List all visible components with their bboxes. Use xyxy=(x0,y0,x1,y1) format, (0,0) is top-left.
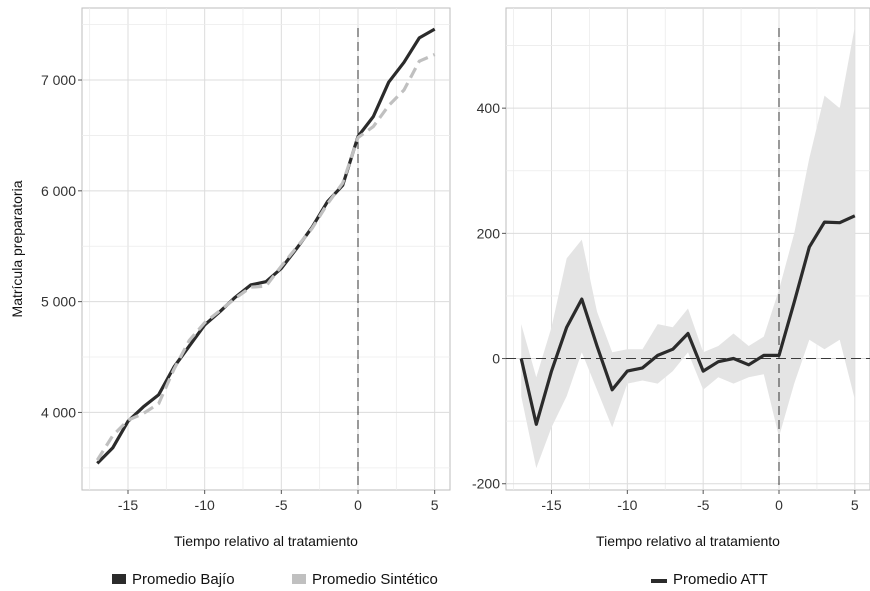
x-axis-title-right: Tiempo relativo al tratamiento xyxy=(596,533,780,549)
x-axis-title-left: Tiempo relativo al tratamiento xyxy=(174,533,358,549)
y-ticks-right: -200 0 200 400 xyxy=(472,100,506,492)
y-ticks-left: 4 000 5 000 6 000 7 000 xyxy=(41,72,82,420)
x-tick-label: -5 xyxy=(697,497,710,513)
x-tick-label: -15 xyxy=(118,497,138,513)
legend-label-bajio: Promedio Bajío xyxy=(132,571,235,588)
series-line-promedio-att xyxy=(519,214,856,426)
x-tick-label: 5 xyxy=(851,497,859,513)
confidence-band-area xyxy=(521,26,855,469)
y-tick-label: -200 xyxy=(472,476,500,492)
y-tick-label: 400 xyxy=(477,100,501,116)
y-tick-label: 5 000 xyxy=(41,294,76,310)
legend-left: Promedio Bajío Promedio Sintético xyxy=(112,571,438,588)
y-tick-label: 200 xyxy=(477,225,501,241)
panel-enrollment: 4 000 5 000 6 000 7 000 -15 -10 -5 0 5 Tiempo r… xyxy=(9,7,451,549)
y-tick-label: 6 000 xyxy=(41,183,76,199)
x-tick-label: 0 xyxy=(775,497,783,513)
legend-label-att: Promedio ATT xyxy=(673,571,768,588)
legend-swatch-sintetico xyxy=(292,574,306,584)
series-line-promedio-bajio xyxy=(96,27,436,465)
legend-label-sintetico: Promedio Sintético xyxy=(312,571,438,588)
y-tick-label: 0 xyxy=(492,351,500,367)
x-tick-label: -15 xyxy=(541,497,561,513)
series-line-promedio-sintetico xyxy=(95,53,436,461)
series-right xyxy=(519,214,856,426)
x-tick-label: -10 xyxy=(195,497,215,513)
x-ticks-left: -15 -10 -5 0 5 xyxy=(118,490,439,513)
plot-frame-right xyxy=(505,7,870,491)
x-tick-label: 0 xyxy=(354,497,362,513)
x-ticks-right: -15 -10 -5 0 5 xyxy=(541,490,859,513)
grid-left xyxy=(82,8,450,490)
legend-swatch-bajio xyxy=(112,574,126,584)
legend-right: Promedio ATT xyxy=(651,571,768,588)
y-tick-label: 7 000 xyxy=(41,72,76,88)
x-tick-label: 5 xyxy=(431,497,439,513)
plot-frame-left xyxy=(81,7,451,491)
y-tick-label: 4 000 xyxy=(41,404,76,420)
legend-swatch-att xyxy=(651,579,667,583)
x-tick-label: -5 xyxy=(275,497,288,513)
confidence-band xyxy=(521,26,855,469)
x-tick-label: -10 xyxy=(617,497,637,513)
panel-att: -200 0 200 400 -15 -10 -5 0 5 Tiempo relativo a… xyxy=(472,7,870,549)
y-axis-title-left: Matrícula preparatoria xyxy=(9,180,25,317)
series-left xyxy=(95,27,436,465)
